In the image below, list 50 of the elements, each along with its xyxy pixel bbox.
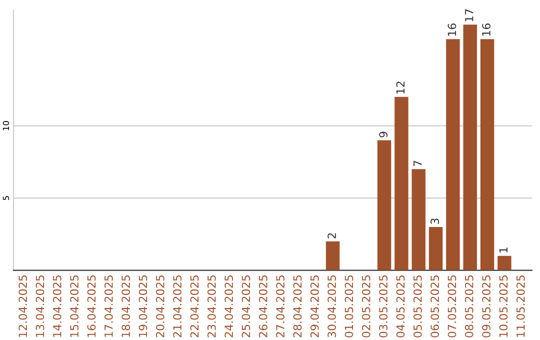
x-tick-label: 29.04.2025 — [310, 275, 319, 338]
bar — [498, 256, 512, 270]
data-label: 17 — [465, 9, 474, 22]
x-tick-label: 23.04.2025 — [207, 275, 216, 338]
data-label: 7 — [414, 160, 422, 166]
x-tick-label: 04.05.2025 — [396, 275, 405, 338]
x-tick-label: 02.05.2025 — [362, 275, 370, 338]
data-label: 16 — [448, 23, 456, 36]
y-tick-label: 5 — [2, 196, 10, 200]
x-tick-label: 16.04.2025 — [87, 275, 96, 337]
y-tick-label: 10 — [2, 121, 10, 130]
x-tick-label: 10.05.2025 — [499, 275, 508, 337]
x-tick-label: 05.05.2025 — [413, 275, 422, 338]
x-tick-label: 25.04.2025 — [242, 275, 250, 338]
bar — [326, 241, 340, 270]
x-tick-label: 30.04.2025 — [328, 275, 336, 338]
x-tick-label: 19.04.2025 — [138, 275, 148, 337]
x-tick-label: 03.05.2025 — [379, 275, 388, 338]
data-label: 3 — [430, 218, 439, 224]
bar — [412, 169, 426, 270]
data-label: 2 — [328, 233, 336, 238]
x-tick-label: 12.04.2025 — [18, 275, 28, 337]
x-tick-label: 13.04.2025 — [36, 275, 44, 337]
x-tick-label: 17.04.2025 — [104, 275, 113, 337]
x-tick-label: 24.04.2025 — [224, 275, 234, 338]
x-tick-label: 09.05.2025 — [482, 275, 490, 338]
bar — [377, 140, 392, 270]
x-tick-label: 07.05.2025 — [448, 275, 456, 338]
x-tick-label: 27.04.2025 — [276, 275, 285, 338]
data-label: 12 — [396, 82, 405, 94]
x-tick-label: 21.04.2025 — [173, 275, 182, 338]
x-tick-label: 06.05.2025 — [430, 275, 439, 338]
data-label: 9 — [379, 132, 388, 138]
x-tick-label: 11.05.2025 — [516, 275, 525, 337]
x-tick-label: 08.05.2025 — [464, 275, 474, 338]
data-label: 16 — [482, 23, 490, 36]
x-tick-label: 22.04.2025 — [190, 275, 199, 338]
x-tick-label: 18.04.2025 — [122, 275, 130, 337]
x-tick-label: 26.04.2025 — [258, 275, 268, 338]
bar — [446, 39, 460, 270]
bar — [394, 96, 408, 270]
x-tick-label: 01.05.2025 — [344, 275, 354, 338]
x-tick-label: 15.04.2025 — [70, 275, 79, 337]
x-tick-label: 20.04.2025 — [156, 275, 164, 338]
x-tick-label: 28.04.2025 — [293, 275, 302, 338]
x-tick-label: 14.04.2025 — [52, 275, 62, 337]
bar — [463, 24, 477, 270]
data-label: 1 — [499, 248, 508, 252]
bar — [428, 226, 443, 270]
bar — [480, 39, 494, 270]
